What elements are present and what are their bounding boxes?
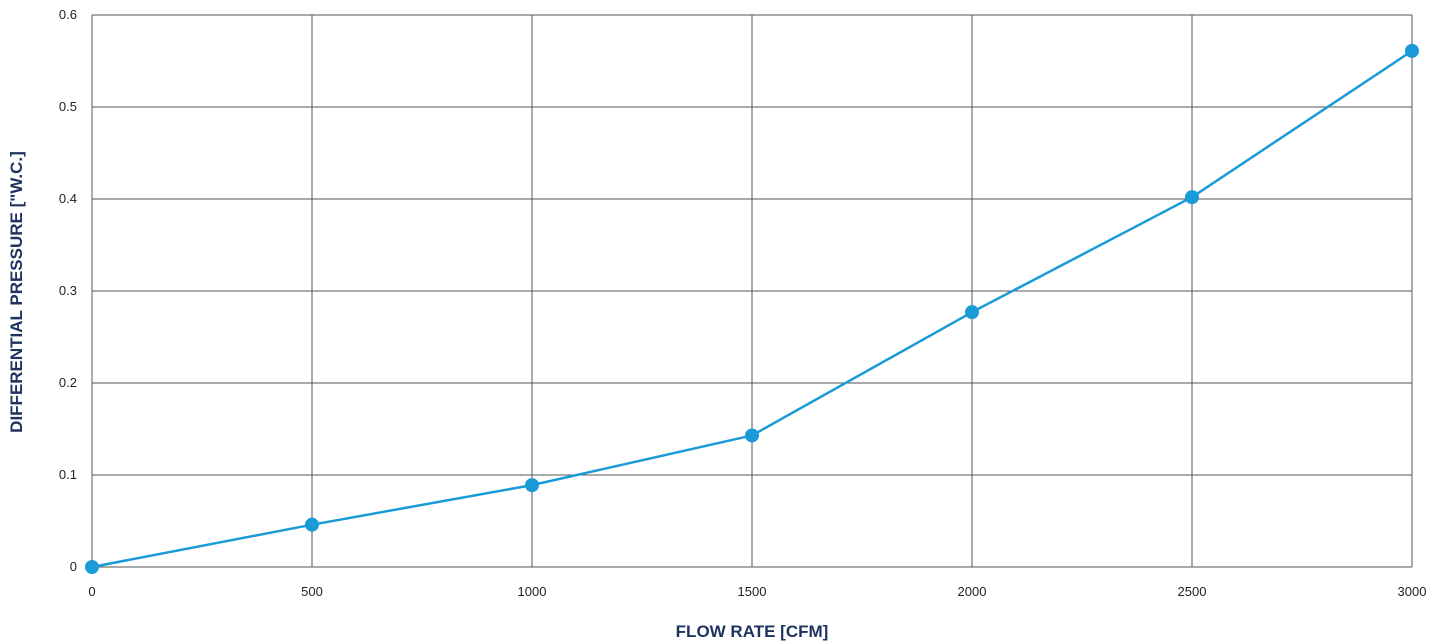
series-group bbox=[85, 43, 1419, 574]
x-axis-tick-labels: 0 500 1000 1500 2000 2500 3000 bbox=[88, 584, 1426, 599]
data-point bbox=[1185, 190, 1199, 205]
x-tick-label: 2500 bbox=[1178, 584, 1207, 599]
y-tick-label: 0.2 bbox=[59, 375, 77, 390]
y-tick-label: 0.5 bbox=[59, 99, 77, 114]
x-tick-label: 0 bbox=[88, 584, 95, 599]
data-point bbox=[305, 517, 319, 532]
x-tick-label: 1000 bbox=[518, 584, 547, 599]
x-tick-label: 2000 bbox=[958, 584, 987, 599]
y-tick-label: 0.6 bbox=[59, 7, 77, 22]
data-point bbox=[745, 428, 759, 443]
y-tick-label: 0.3 bbox=[59, 283, 77, 298]
x-axis-title: FLOW RATE [CFM] bbox=[676, 622, 829, 641]
x-tick-label: 1500 bbox=[738, 584, 767, 599]
chart-grid bbox=[91, 14, 1413, 568]
data-point bbox=[525, 478, 539, 493]
y-axis-tick-labels: 0 0.1 0.2 0.3 0.4 0.5 0.6 bbox=[59, 7, 77, 574]
x-tick-label: 3000 bbox=[1398, 584, 1427, 599]
y-tick-label: 0.1 bbox=[59, 467, 77, 482]
x-tick-label: 500 bbox=[301, 584, 323, 599]
data-point bbox=[1405, 43, 1419, 58]
y-tick-label: 0.4 bbox=[59, 191, 77, 206]
y-tick-label: 0 bbox=[70, 559, 77, 574]
data-point bbox=[85, 560, 99, 574]
y-axis-title: DIFFERENTIAL PRESSURE ["W.C.] bbox=[7, 151, 26, 433]
data-point bbox=[965, 305, 979, 320]
